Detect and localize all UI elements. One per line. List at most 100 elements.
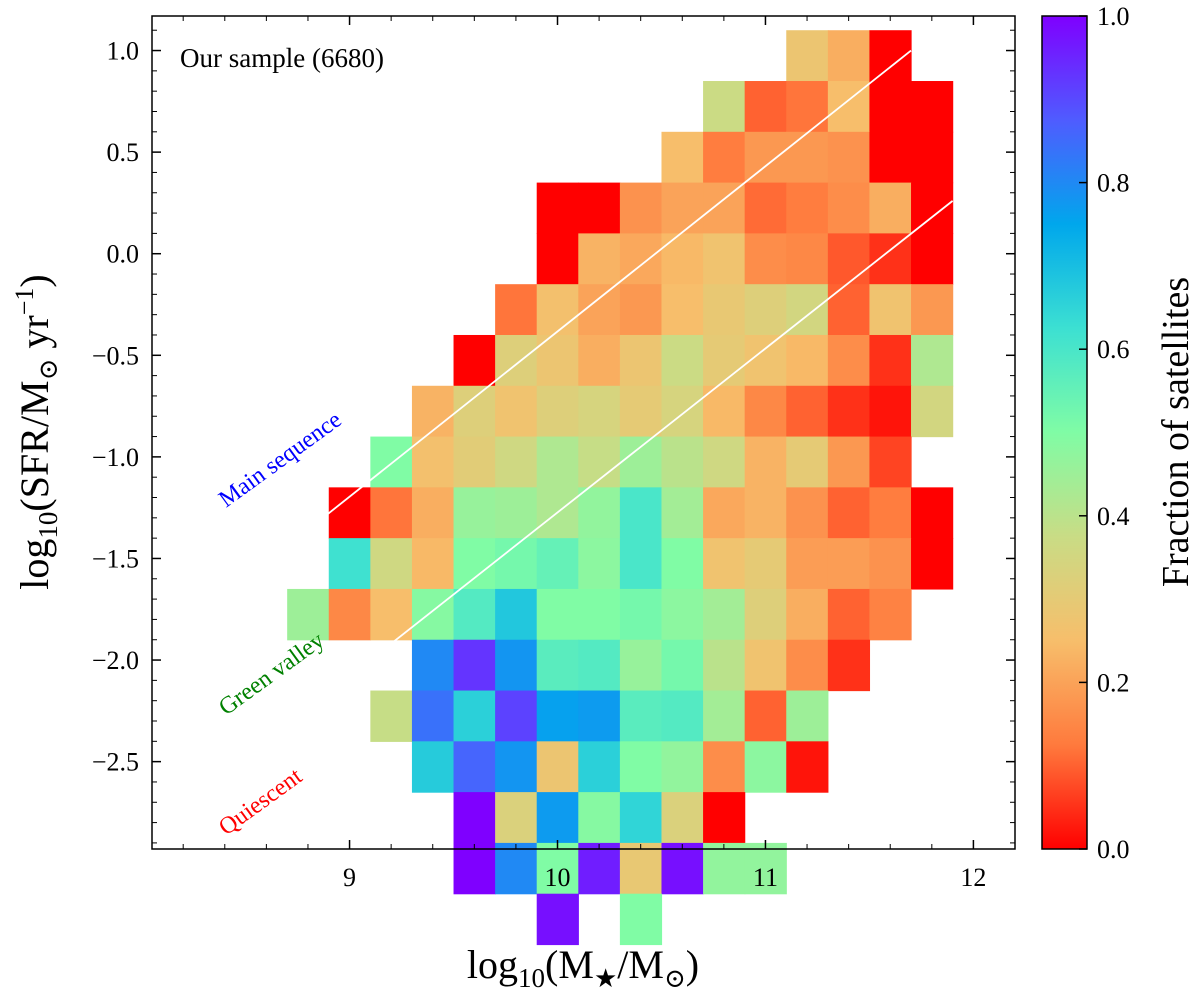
heatmap-cell — [578, 741, 621, 793]
heatmap-cell — [495, 538, 538, 590]
heatmap-cell — [786, 538, 829, 590]
heatmap-cell — [827, 588, 871, 641]
heatmap-cell — [869, 81, 912, 133]
colorbar-label: Fraction of satellites — [1155, 277, 1197, 587]
heatmap-cell — [869, 284, 912, 336]
colorbar-ticks: 0.0 0.2 0.4 0.6 0.8 1.0 — [1079, 2, 1130, 864]
heatmap-cell — [370, 538, 413, 590]
heatmap-cell — [578, 538, 621, 590]
heatmap-cell — [411, 538, 455, 590]
x-axis-ticks: 9 10 11 12 — [182, 16, 1016, 892]
heatmap-cell — [536, 588, 579, 641]
heatmap-cell — [453, 842, 496, 895]
heatmap-cell — [911, 538, 954, 590]
y-tick-label: 0.5 — [107, 138, 140, 167]
heatmap-cell — [453, 436, 496, 488]
heatmap-cell — [911, 284, 954, 336]
heatmap-cell — [827, 334, 871, 387]
heatmap-cell — [703, 741, 746, 793]
y-tick-label: 1.0 — [107, 37, 140, 66]
heatmap-cell — [661, 741, 704, 793]
heatmap-cell — [661, 284, 704, 336]
heatmap-cell — [536, 842, 579, 895]
heatmap-cell — [786, 385, 829, 438]
y-axis-ticks: 1.0 0.5 0.0 −0.5 −1.0 −1.5 −2.0 −2.5 — [92, 29, 1015, 844]
heatmap-cell — [703, 385, 746, 438]
heatmap-cell — [536, 284, 579, 336]
heatmap-cell — [744, 334, 787, 387]
y-tick-label: −0.5 — [92, 341, 139, 370]
heatmap-cell — [411, 487, 455, 539]
heatmap-cell — [536, 792, 579, 844]
heatmap-cell — [869, 588, 912, 641]
heatmap-cell — [453, 538, 496, 590]
heatmap-cell — [703, 792, 746, 844]
heatmap-cell — [827, 233, 871, 285]
heatmap-cell — [370, 690, 413, 742]
heatmap-cell — [786, 487, 829, 539]
heatmap-cell — [619, 842, 663, 895]
heatmap-cell — [786, 233, 829, 285]
heatmap-cell — [827, 131, 871, 184]
heatmap-cell — [619, 284, 663, 336]
y-tick-label: 0.0 — [107, 240, 140, 269]
x-tick-label: 11 — [753, 863, 778, 892]
heatmap-cell — [703, 81, 746, 133]
heatmap-cell — [619, 334, 663, 387]
heatmap-cell — [536, 538, 579, 590]
heatmap-cell — [703, 131, 746, 184]
heatmap-cell — [911, 182, 954, 234]
heatmap-cell — [619, 639, 663, 692]
heatmap-cell — [453, 690, 496, 742]
heatmap-cell — [744, 588, 787, 641]
heatmap-cell — [578, 690, 621, 742]
heatmap-cell — [578, 385, 621, 438]
heatmap-cell — [827, 538, 871, 590]
main-sequence-label: Main sequence — [214, 407, 346, 513]
heatmap-cell — [578, 792, 621, 844]
heatmap-cell — [786, 182, 829, 234]
colorbar-tick-label: 1.0 — [1097, 2, 1130, 31]
colorbar — [1041, 15, 1088, 850]
heatmap-cell — [786, 131, 829, 184]
heatmap-cell — [661, 182, 704, 234]
heatmap-cell — [703, 233, 746, 285]
x-tick-label: 12 — [960, 863, 986, 892]
heatmap-cell — [287, 588, 330, 641]
heatmap-cell — [869, 182, 912, 234]
heatmap-cell — [911, 233, 954, 285]
x-tick-label: 9 — [343, 863, 356, 892]
heatmap-cell — [495, 588, 538, 641]
region-boundary-line — [369, 200, 954, 661]
heatmap-cell — [453, 334, 496, 387]
heatmap-cell — [703, 842, 746, 895]
heatmap-cell — [495, 284, 538, 336]
heatmap-cell — [744, 81, 787, 133]
green-valley-label: Green valley — [214, 627, 329, 720]
heatmap-cell — [495, 842, 538, 895]
heatmap-cell — [744, 182, 787, 234]
heatmap-cell — [411, 741, 455, 793]
heatmap-cell — [911, 334, 954, 387]
heatmap-cell — [578, 842, 621, 895]
heatmap-cell — [703, 588, 746, 641]
heatmap-cell — [744, 385, 787, 438]
heatmap-cell — [703, 690, 746, 742]
y-axis-label: log10(SFR/M⊙ yr−1) — [10, 274, 63, 589]
heatmap-cell — [536, 436, 579, 488]
heatmap-cell — [411, 690, 455, 742]
heatmap-cell — [411, 385, 455, 438]
y-tick-label: −1.0 — [92, 443, 139, 472]
heatmap-cell — [661, 538, 704, 590]
heatmap-cell — [536, 182, 579, 234]
colorbar-tick-label: 0.6 — [1097, 335, 1130, 364]
colorbar-tick-label: 0.8 — [1097, 169, 1130, 198]
heatmap-cell — [536, 385, 579, 438]
heatmap-cell — [869, 487, 912, 539]
heatmap-cell — [703, 538, 746, 590]
colorbar-tick-label: 0.4 — [1097, 502, 1130, 531]
heatmap-cell — [786, 639, 829, 692]
heatmap-cell — [869, 233, 912, 285]
heatmap-cell — [453, 741, 496, 793]
heatmap-cell — [744, 741, 787, 793]
